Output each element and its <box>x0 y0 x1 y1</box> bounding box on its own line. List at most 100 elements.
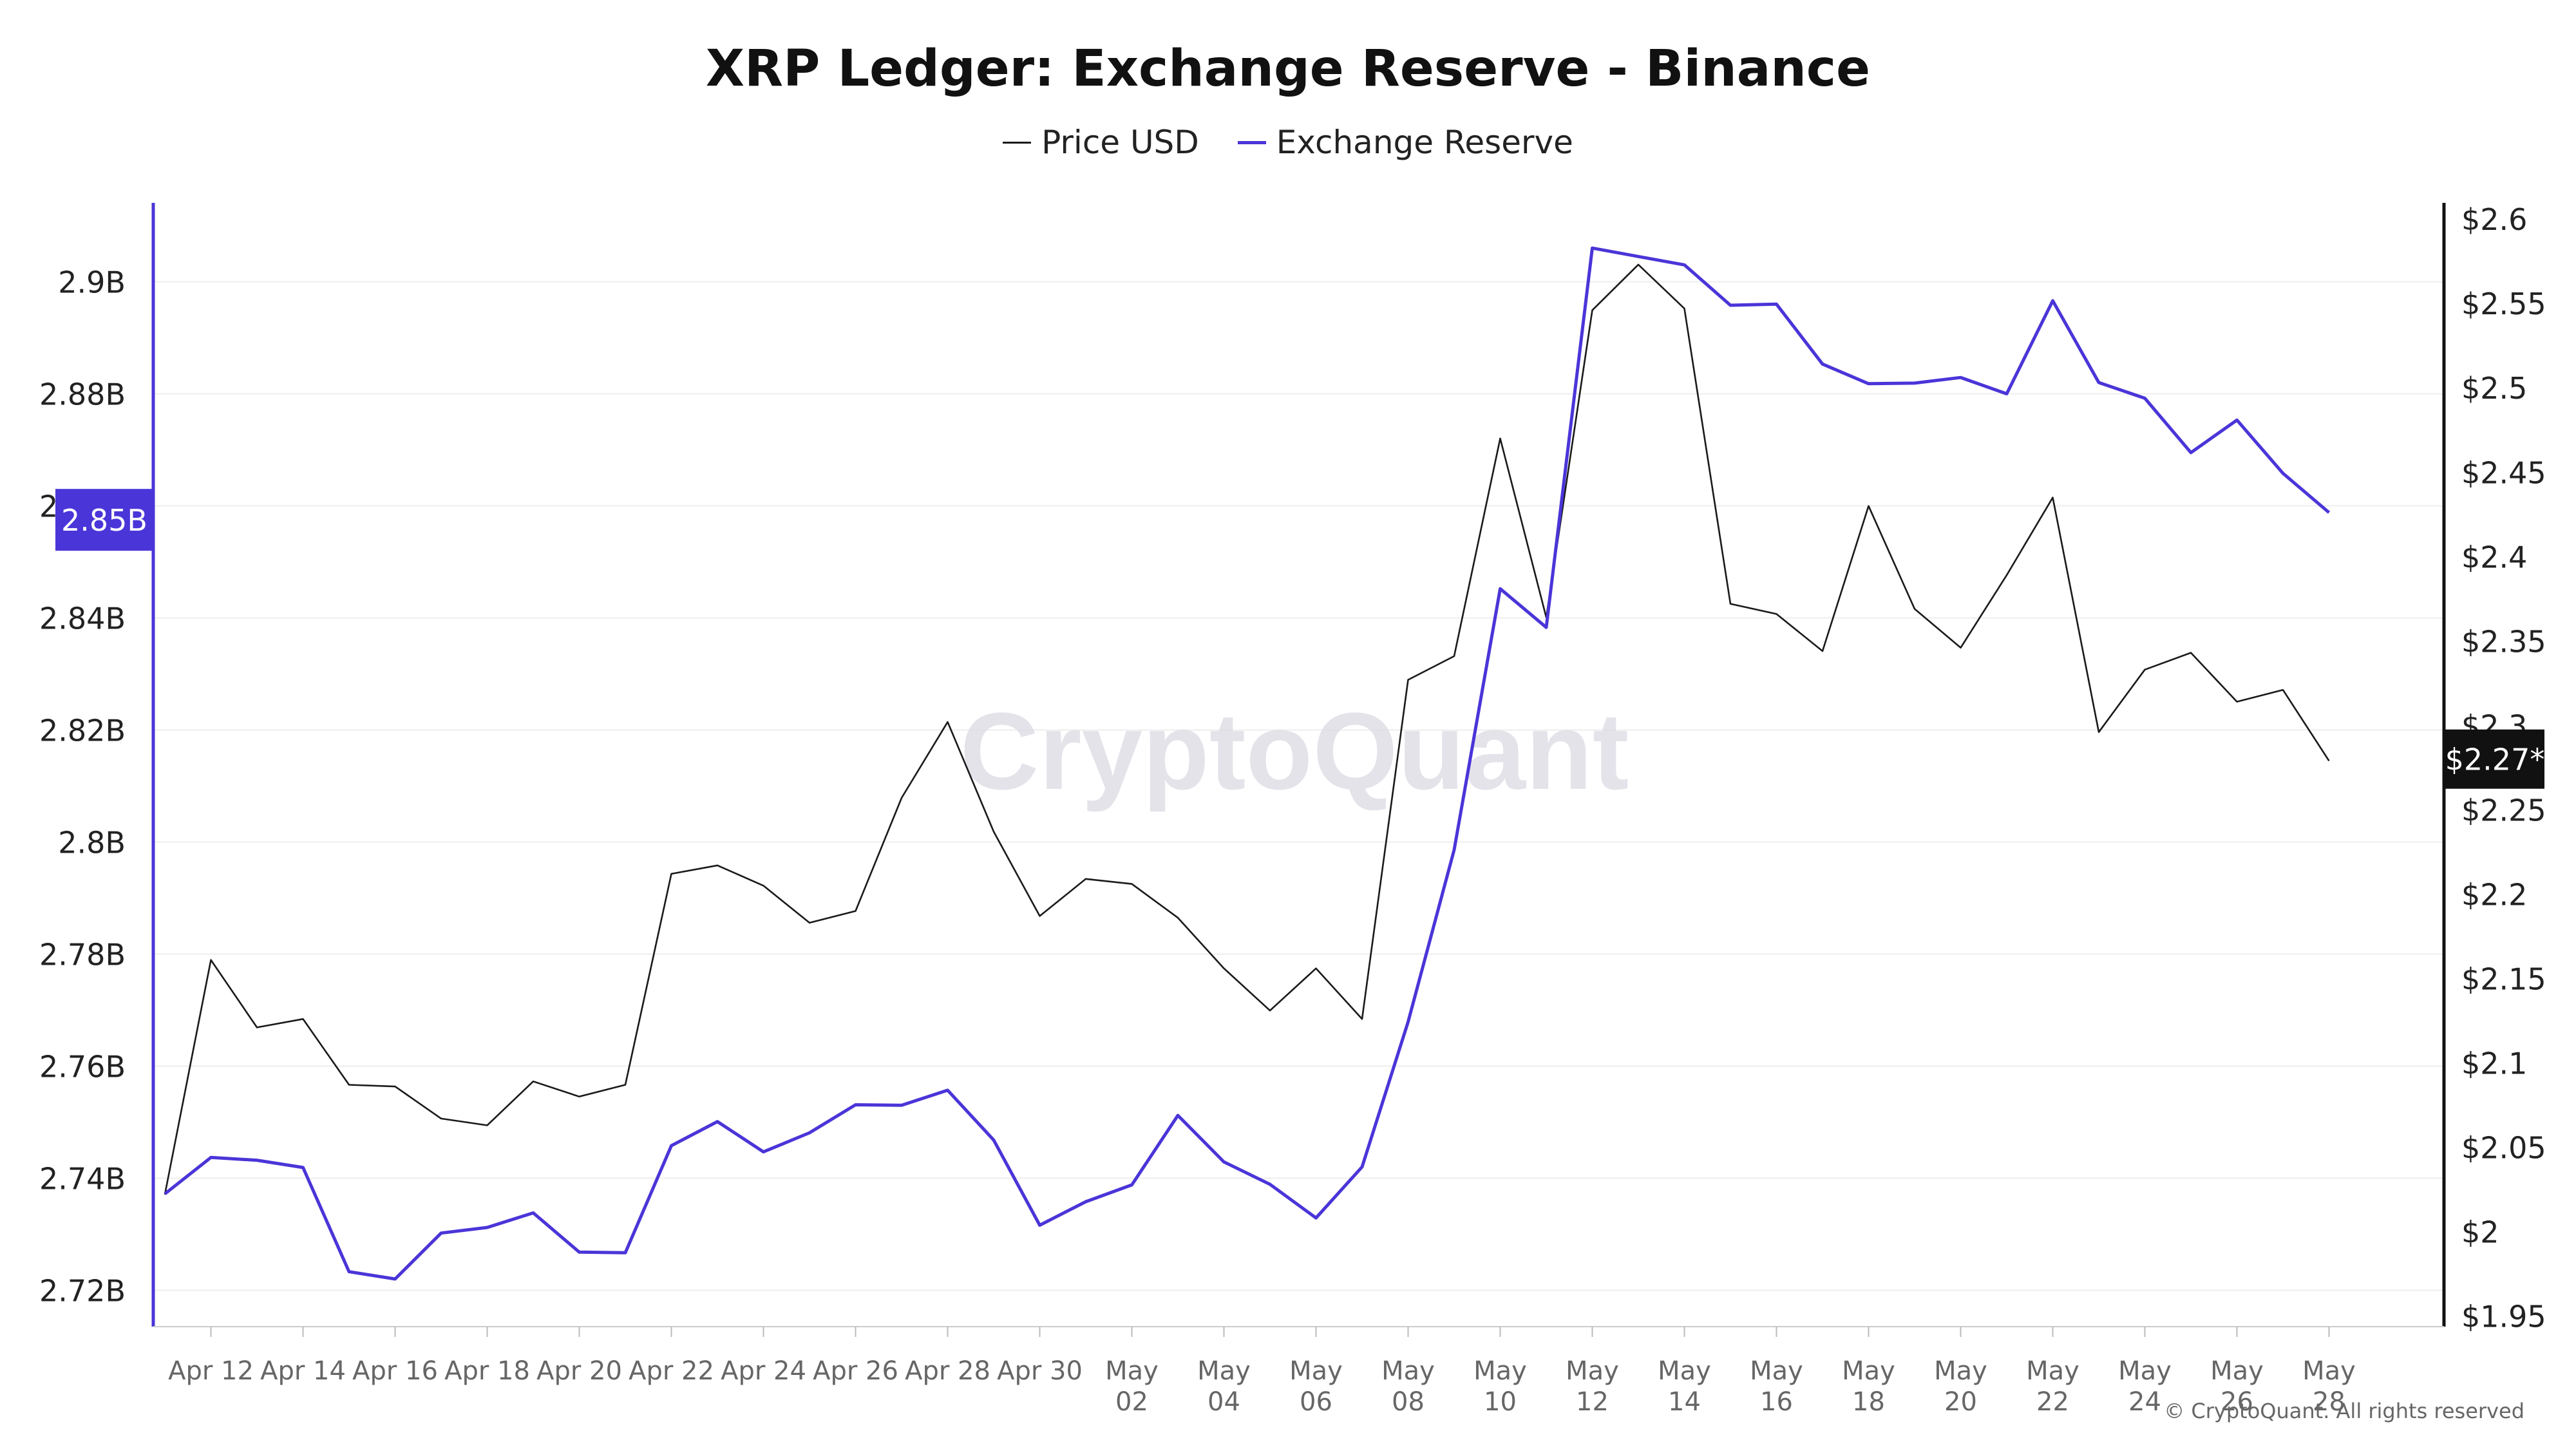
x-tick-label: May 14 <box>1658 1356 1711 1417</box>
x-tick-label-line: May <box>1473 1356 1527 1386</box>
y-left-tick-label: 2.8B <box>58 825 126 860</box>
x-tick-label: May 28 <box>2302 1356 2356 1417</box>
left-current-value-box <box>55 489 153 551</box>
y-left-tick-label: 2.74B <box>39 1161 126 1196</box>
legend-label-price: Price USD <box>1041 124 1199 161</box>
x-tick-label-line: 04 <box>1208 1387 1240 1417</box>
x-tick-label: Apr 16 <box>352 1356 438 1386</box>
y-left-tick-label: 2.72B <box>39 1273 126 1308</box>
x-tick-label-line: Apr 24 <box>721 1356 806 1386</box>
x-tick-label: Apr 18 <box>444 1356 530 1386</box>
x-tick-label-line: Apr 12 <box>168 1356 254 1386</box>
grid-lines <box>153 281 2444 1291</box>
x-tick-label: May 10 <box>1473 1356 1527 1417</box>
x-tick-label: May 06 <box>1289 1356 1343 1417</box>
right-current-value-box <box>2445 729 2544 789</box>
x-tick-label-line: May <box>1289 1356 1343 1386</box>
y-right-tick-label: $2.55 <box>2461 287 2546 321</box>
y-left-tick-label: 2.9B <box>58 265 126 299</box>
y-right-tick-label: $2.15 <box>2461 961 2546 996</box>
legend-item-price[interactable]: Price USD <box>1003 124 1199 161</box>
x-tick-label: May 22 <box>2026 1356 2079 1417</box>
axes: 2.72B2.74B2.76B2.78B2.8B2.82B2.84B2.86B2… <box>39 202 2546 1417</box>
x-tick-label-line: 24 <box>2128 1387 2161 1417</box>
x-tick-label: May 08 <box>1381 1356 1435 1417</box>
x-tick-label: May 16 <box>1750 1356 1803 1417</box>
x-tick-label-line: 28 <box>2313 1387 2345 1417</box>
y-right-tick-label: $2.25 <box>2461 793 2546 828</box>
x-tick-label-line: May <box>1658 1356 1711 1386</box>
x-tick-label-line: May <box>2210 1356 2264 1386</box>
x-tick-label-line: Apr 30 <box>997 1356 1083 1386</box>
y-left-tick-label: 2.88B <box>39 377 126 412</box>
chart-title: XRP Ledger: Exchange Reserve - Binance <box>705 40 1871 98</box>
x-tick-label-line: Apr 28 <box>905 1356 990 1386</box>
legend-label-reserve: Exchange Reserve <box>1276 124 1573 161</box>
x-tick-label: May 04 <box>1197 1356 1251 1417</box>
y-right-tick-label: $2.1 <box>2461 1046 2527 1081</box>
x-tick-label-line: May <box>1750 1356 1803 1386</box>
x-tick-label-line: Apr 22 <box>629 1356 714 1386</box>
y-right-tick-label: $2.5 <box>2461 371 2527 406</box>
y-right-tick-label: $2.05 <box>2461 1130 2546 1165</box>
x-tick-label-line: May <box>1105 1356 1159 1386</box>
x-tick-label-line: 02 <box>1115 1387 1148 1417</box>
x-tick-label-line: May <box>1381 1356 1435 1386</box>
legend-swatch-reserve <box>1237 141 1266 144</box>
x-tick-label-line: May <box>1197 1356 1251 1386</box>
watermark: CryptoQuant <box>960 690 1629 813</box>
legend-item-reserve[interactable]: Exchange Reserve <box>1237 124 1573 161</box>
right-current-value-label: $2.27* <box>2445 743 2545 777</box>
x-tick-label-line: 10 <box>1484 1387 1517 1417</box>
y-right-tick-label: $2.45 <box>2461 455 2546 490</box>
x-tick-label: May 24 <box>2118 1356 2172 1417</box>
x-tick-label: May 18 <box>1842 1356 1895 1417</box>
x-tick-label: Apr 14 <box>260 1356 346 1386</box>
x-tick-label-line: 22 <box>2036 1387 2069 1417</box>
copyright-text: © CryptoQuant. All rights reserved <box>2164 1399 2524 1423</box>
x-tick-label: May 26 <box>2210 1356 2264 1417</box>
x-tick-label: Apr 28 <box>905 1356 990 1386</box>
x-tick-label: Apr 12 <box>168 1356 254 1386</box>
x-tick-label-line: Apr 14 <box>260 1356 346 1386</box>
x-tick-label-line: May <box>2302 1356 2356 1386</box>
x-tick-label-line: 16 <box>1760 1387 1793 1417</box>
exchange-reserve-line <box>164 246 2331 1281</box>
x-tick-label-line: 12 <box>1576 1387 1609 1417</box>
y-right-tick-label: $2.4 <box>2461 540 2527 574</box>
x-tick-label-line: 06 <box>1300 1387 1332 1417</box>
legend: Price USD Exchange Reserve <box>0 124 2576 161</box>
y-right-tick-label: $2.35 <box>2461 624 2546 659</box>
x-tick-label: Apr 20 <box>536 1356 622 1386</box>
x-tick-label: Apr 24 <box>721 1356 806 1386</box>
x-tick-label-line: Apr 26 <box>813 1356 898 1386</box>
y-left-tick-label: 2.82B <box>39 713 126 748</box>
x-tick-label-line: Apr 16 <box>352 1356 438 1386</box>
y-left-tick-label: 2.84B <box>39 601 126 636</box>
x-tick-label: May 20 <box>1934 1356 1987 1417</box>
x-tick-label-line: May <box>2026 1356 2079 1386</box>
x-tick-label-line: 20 <box>1944 1387 1977 1417</box>
x-tick-label-line: Apr 18 <box>444 1356 530 1386</box>
x-tick-label-line: 26 <box>2221 1387 2253 1417</box>
y-right-tick-label: $2 <box>2461 1215 2499 1249</box>
x-tick-label-line: May <box>1934 1356 1987 1386</box>
legend-swatch-price <box>1003 142 1032 144</box>
x-tick-label-line: May <box>1842 1356 1895 1386</box>
x-tick-label-line: 08 <box>1392 1387 1425 1417</box>
x-tick-label-line: 18 <box>1852 1387 1885 1417</box>
x-tick-label-line: May <box>1566 1356 1619 1386</box>
y-right-tick-label: $2.6 <box>2461 202 2527 237</box>
x-tick-label-line: Apr 20 <box>536 1356 622 1386</box>
y-right-tick-label: $1.95 <box>2461 1299 2546 1334</box>
y-left-tick-label: 2.78B <box>39 937 126 972</box>
series-lines <box>164 246 2331 1281</box>
x-tick-label-line: 14 <box>1668 1387 1701 1417</box>
x-tick-label: Apr 26 <box>813 1356 898 1386</box>
y-left-tick-label: 2.76B <box>39 1049 126 1084</box>
x-tick-label-line: May <box>2118 1356 2172 1386</box>
price-usd-line <box>164 263 2330 1195</box>
x-tick-label: May 02 <box>1105 1356 1159 1417</box>
x-tick-label: May 12 <box>1566 1356 1619 1417</box>
